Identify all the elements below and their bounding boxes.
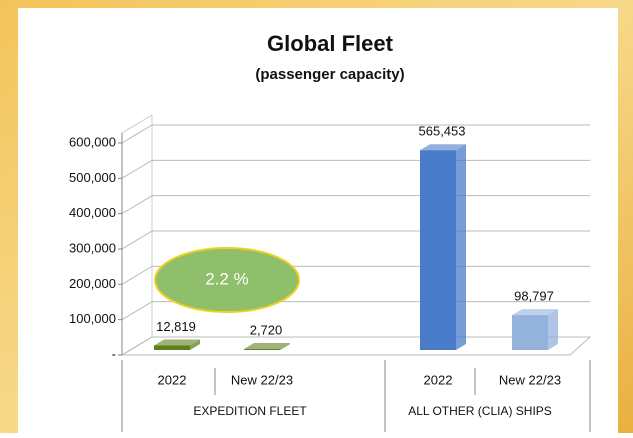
bar-top bbox=[244, 343, 290, 350]
bar-top bbox=[154, 339, 200, 346]
chart-title: Global Fleet bbox=[267, 31, 394, 56]
bar-side bbox=[548, 309, 558, 350]
x-tick-label: New 22/23 bbox=[231, 372, 293, 387]
chart-subtitle: (passenger capacity) bbox=[255, 66, 404, 83]
annotation-bubble bbox=[154, 247, 300, 313]
value-label: 98,797 bbox=[514, 289, 554, 304]
y-tick-label: 300,000 bbox=[69, 240, 116, 255]
bar bbox=[420, 150, 456, 350]
y-tick-label: 500,000 bbox=[69, 170, 116, 185]
bar bbox=[244, 349, 280, 350]
value-label: 12,819 bbox=[156, 319, 196, 334]
panel bbox=[18, 8, 618, 433]
annotation: 2.2 % bbox=[205, 269, 248, 288]
x-tick-label: 2022 bbox=[158, 372, 187, 387]
y-tick-label: 600,000 bbox=[69, 134, 116, 149]
group-label: EXPEDITION FLEET bbox=[193, 404, 307, 418]
bar bbox=[154, 345, 190, 350]
bar bbox=[512, 315, 548, 350]
x-tick-label: New 22/23 bbox=[499, 372, 561, 387]
bar-side bbox=[190, 339, 200, 350]
grid-line bbox=[121, 124, 590, 144]
y-tick-label: - bbox=[112, 346, 116, 361]
bar-top bbox=[420, 144, 466, 151]
bar-side bbox=[456, 144, 466, 350]
bar-side bbox=[280, 343, 290, 350]
y-tick-label: 400,000 bbox=[69, 205, 116, 220]
bar-top bbox=[512, 309, 558, 316]
group-label: ALL OTHER (CLIA) SHIPS bbox=[408, 404, 552, 418]
x-tick-label: 2022 bbox=[424, 372, 453, 387]
y-tick-label: 100,000 bbox=[69, 311, 116, 326]
value-label: 565,453 bbox=[419, 124, 466, 139]
y-tick-label: 200,000 bbox=[69, 276, 116, 291]
value-label: 2,720 bbox=[250, 322, 283, 337]
